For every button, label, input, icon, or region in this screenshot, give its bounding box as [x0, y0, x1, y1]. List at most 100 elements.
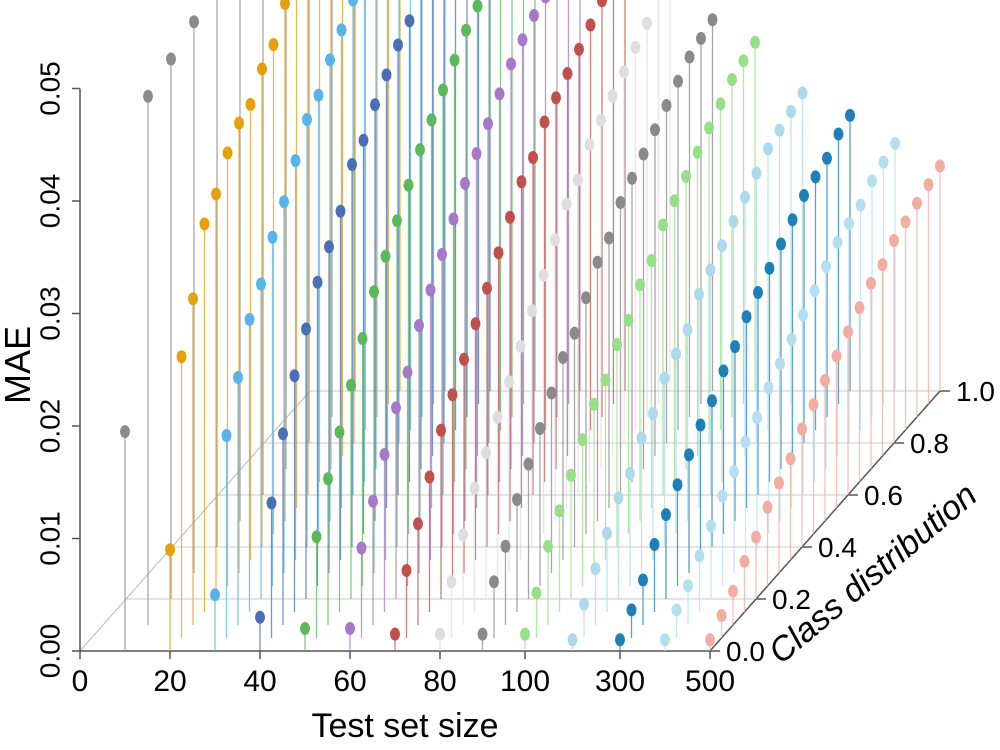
data-point	[660, 633, 670, 647]
data-point	[635, 278, 645, 292]
data-point	[878, 155, 889, 169]
data-point	[404, 14, 415, 28]
data-point	[472, 0, 483, 13]
data-point	[311, 530, 322, 544]
data-point	[413, 517, 423, 531]
data-point	[558, 351, 568, 364]
data-point	[604, 231, 614, 245]
data-point	[528, 151, 538, 164]
data-point	[577, 433, 588, 447]
data-point	[718, 364, 729, 378]
data-point	[300, 622, 310, 635]
data-point	[630, 41, 641, 54]
data-point	[245, 97, 256, 111]
data-point	[596, 113, 606, 127]
data-point	[649, 538, 660, 551]
data-point	[380, 249, 391, 263]
data-point	[323, 472, 333, 486]
data-point	[535, 422, 545, 435]
z-tick-label: 0.05	[34, 61, 65, 116]
data-point	[500, 539, 511, 553]
data-point	[751, 530, 761, 544]
data-point	[312, 275, 323, 289]
data-point	[597, 0, 607, 8]
data-point	[753, 286, 763, 299]
data-point	[877, 258, 888, 272]
data-point	[531, 586, 542, 600]
data-point	[481, 446, 491, 460]
data-point	[763, 142, 773, 156]
data-point	[650, 123, 660, 137]
data-point	[554, 504, 565, 518]
z-axis-label: MAE	[0, 326, 38, 404]
data-point	[584, 138, 595, 151]
data-point	[574, 42, 584, 56]
data-point	[751, 166, 762, 180]
data-point	[600, 373, 611, 387]
data-point	[449, 53, 460, 67]
y-tick-label: 0.4	[818, 532, 857, 563]
data-point	[682, 323, 693, 337]
data-point	[797, 422, 807, 436]
z-tick-label: 0.03	[34, 286, 65, 341]
data-point	[403, 178, 414, 192]
data-point	[336, 23, 347, 37]
data-point	[461, 23, 471, 37]
data-point	[774, 476, 784, 490]
data-point	[436, 423, 446, 437]
data-point	[401, 564, 412, 577]
data-point	[520, 627, 530, 641]
data-point	[822, 151, 832, 165]
data-point	[787, 213, 798, 227]
data-point	[345, 622, 355, 635]
data-point	[414, 319, 424, 332]
data-point	[740, 435, 751, 449]
data-point	[764, 261, 775, 275]
data-point	[808, 398, 819, 412]
data-point	[448, 212, 459, 226]
data-point	[740, 190, 750, 204]
data-point	[550, 233, 560, 247]
data-point	[143, 89, 153, 103]
data-point	[426, 113, 437, 127]
data-point	[234, 116, 244, 130]
data-point	[717, 489, 728, 503]
data-point	[415, 143, 425, 157]
data-point	[935, 159, 945, 173]
data-point	[579, 597, 589, 611]
data-point	[459, 352, 469, 366]
data-point	[211, 187, 221, 201]
data-point	[346, 378, 356, 392]
data-point	[504, 375, 514, 389]
data-point	[188, 292, 198, 306]
data-point	[347, 158, 357, 171]
data-point	[672, 478, 683, 492]
data-point	[820, 373, 830, 387]
data-point	[392, 214, 402, 228]
data-point	[369, 285, 379, 299]
data-point	[638, 573, 648, 587]
data-point	[694, 287, 704, 301]
x-tick-label: 20	[153, 665, 186, 698]
data-point	[370, 98, 380, 112]
data-point	[695, 418, 706, 432]
data-point	[706, 519, 716, 533]
data-point	[210, 588, 220, 602]
data-point	[573, 173, 583, 187]
data-point	[832, 235, 843, 249]
data-point	[659, 371, 670, 385]
data-point	[460, 177, 470, 190]
data-point	[671, 603, 682, 617]
data-point	[368, 494, 378, 508]
data-point	[900, 215, 911, 229]
data-point	[356, 541, 367, 555]
data-point	[538, 268, 549, 282]
data-point	[696, 31, 706, 45]
data-point	[707, 394, 717, 408]
data-point	[642, 16, 652, 30]
data-point	[589, 397, 599, 411]
lollipop-stems	[124, 0, 941, 651]
data-point	[566, 468, 576, 482]
data-point	[255, 610, 265, 624]
y-tick-label: 0.2	[772, 584, 811, 615]
